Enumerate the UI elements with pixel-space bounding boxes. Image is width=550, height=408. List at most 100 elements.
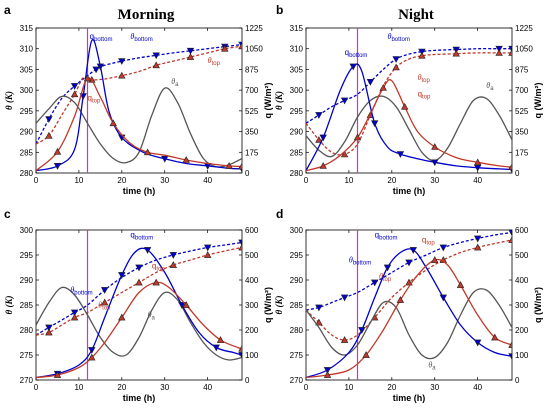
data-point [70,313,79,321]
annotation-label: θbottom [70,286,92,297]
y-left-tick-label: 285 [20,148,34,157]
annotation-label: qtop [418,89,431,100]
data-point [92,66,100,74]
annotation-label: θbottom [349,256,371,267]
y-right-tick-label: 350 [245,128,259,137]
data-point [319,134,327,142]
y-right-tick-label: 400 [245,276,259,285]
data-point [491,333,499,341]
annotation-subscript: top [383,277,392,283]
y-left-tick-label: 285 [290,301,304,310]
data-point [418,48,426,56]
data-point [152,52,160,60]
annotation-symbol: θ [208,56,212,65]
annotation-symbol: θ [349,256,353,265]
data-point [45,328,53,336]
panel-label: c [4,207,11,221]
annotation-symbol: q [152,262,156,271]
series-line [306,248,512,379]
y-left-tick-label: 295 [290,107,304,116]
data-point [212,344,220,352]
y-left-tick-label: 280 [290,169,304,178]
data-point [118,313,126,321]
data-point [439,244,448,252]
data-point [340,150,349,158]
annotation-label: qtop [88,94,101,105]
annotation-symbol: q [90,32,94,41]
data-point [508,163,512,170]
data-point [315,112,323,119]
data-point [53,147,62,155]
data-point [53,371,62,378]
y-right-tick-label: 350 [515,128,529,137]
data-point [152,61,160,69]
annotation-label: qtop [152,262,165,273]
y-left-tick-label: 290 [290,128,304,137]
data-point [100,298,109,306]
annotation-symbol: θ [418,73,422,82]
data-point [340,336,349,343]
y-right-tick-label: 0 [515,169,520,178]
y-right-tick-label: 500 [515,251,529,260]
annotation-subscript: top [92,99,101,105]
data-point [135,278,143,286]
annotation-label: θtop [98,301,111,312]
annotation-label: θtop [379,272,392,283]
series-qtop [36,74,242,172]
data-point [370,120,379,128]
y-left-tick-label: 280 [20,326,34,335]
data-point [508,230,512,237]
data-point [118,272,126,279]
annotation-symbol: q [345,48,349,57]
series-qtop [306,256,512,379]
y-left-axis-title: θ (K) [274,296,284,315]
series-qbottom [306,63,512,173]
data-point [473,243,482,251]
x-axis-title: time (h) [393,186,426,196]
data-point [315,304,323,312]
data-point [392,63,400,71]
data-point [379,83,387,91]
data-point [182,301,190,308]
y-right-tick-label: 600 [245,226,259,235]
plot-area [36,38,242,173]
data-point [238,42,242,50]
x-tick-label: 40 [203,176,212,185]
data-point [45,324,53,332]
data-point [118,58,126,65]
data-point [439,294,448,302]
data-point [508,341,512,348]
data-point [45,116,53,123]
series-θtop [36,42,242,145]
annotation-label: θa [148,311,156,322]
y-right-tick-label: 200 [245,326,259,335]
annotation-label: θtop [208,56,221,67]
series-line [306,95,512,162]
data-point [396,151,405,158]
annotation-label: qbottom [130,231,153,242]
annotation-symbol: q [130,231,134,240]
data-point [203,244,212,252]
annotation-subscript: top [156,267,165,273]
y-left-tick-label: 295 [20,251,34,260]
data-point [396,296,405,303]
y-right-tick-label: 1225 [245,24,263,33]
data-point [161,155,169,163]
data-point [203,251,212,258]
data-point [431,143,439,150]
data-point [452,49,460,57]
data-point [473,339,482,347]
annotation-symbol: θ [486,81,490,90]
annotation-subscript: a [490,86,494,92]
plot-frame [35,229,243,381]
data-point [238,41,242,49]
annotation-symbol: θ [428,361,432,370]
y-right-tick-label: 525 [245,107,259,116]
series-θbottom [36,41,242,145]
series-qtop [306,79,512,172]
y-left-tick-label: 290 [20,128,34,137]
x-tick-label: 0 [34,383,39,392]
annotation-subscript: bottom [74,291,92,297]
x-tick-label: 0 [304,383,309,392]
data-point [221,44,229,52]
